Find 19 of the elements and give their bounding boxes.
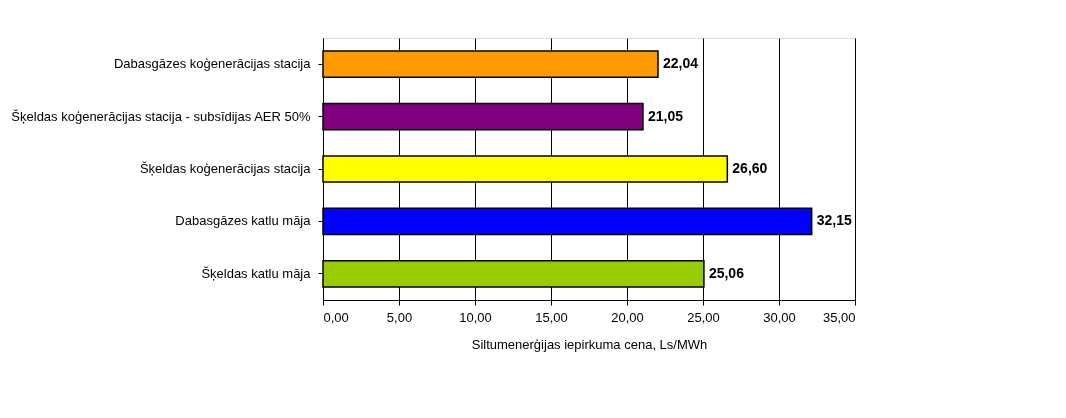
- x-tick-label: 15,00: [535, 309, 568, 325]
- x-tick-label: 35,00: [822, 309, 856, 325]
- y-tick-label: Dabasgāzes katlu māja: [175, 213, 312, 229]
- data-label: 26,60: [732, 160, 768, 176]
- data-label: 21,05: [647, 107, 684, 124]
- y-tick-label: Šķeldas koģenerācijas stacija: [139, 161, 312, 176]
- data-label: 32,15: [816, 212, 852, 229]
- x-tick-label: 20,00: [611, 309, 644, 325]
- x-tick-label: 30,00: [763, 309, 796, 325]
- data-label: 22,04: [663, 55, 699, 72]
- x-tick-label: 5,00: [386, 309, 413, 325]
- y-tick-label: Šķeldas koģenerācijas stacija - subsīdijas AER 50%: [11, 108, 311, 124]
- x-tick-label: 0,00: [323, 309, 349, 325]
- data-label: 25,06: [708, 264, 745, 281]
- y-tick-label: Dabasgāzes koģenerācijas stacija: [113, 56, 312, 72]
- x-tick-label: 25,00: [687, 309, 720, 325]
- y-tick-label: Šķeldas katlu māja: [201, 265, 312, 281]
- x-tick-label: 10,00: [459, 309, 492, 325]
- x-axis-title: Siltumenerģijas iepirkuma cena, Ls/MWh: [471, 336, 708, 352]
